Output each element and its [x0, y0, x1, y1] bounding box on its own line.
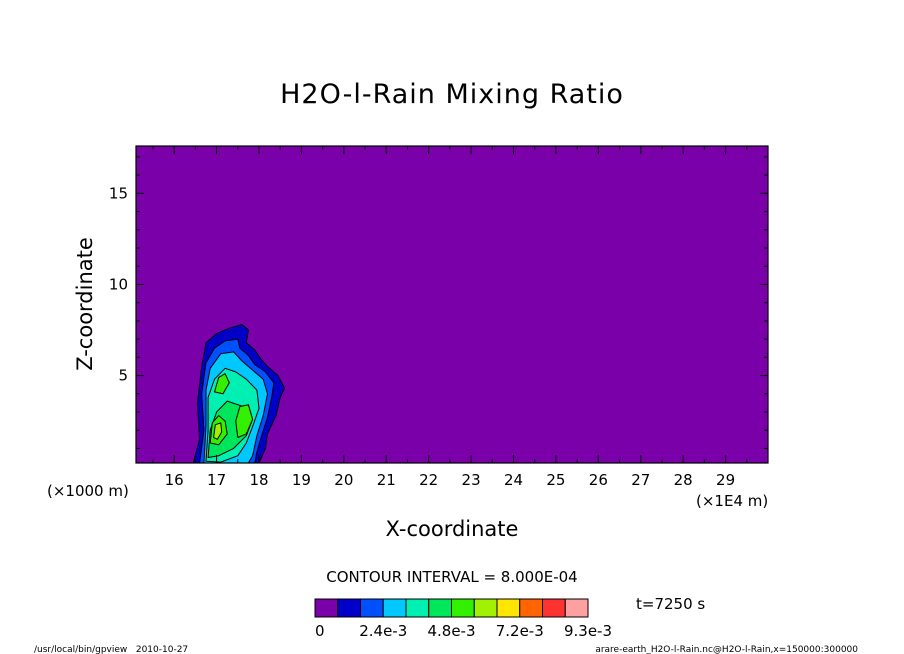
colorbar-swatch [451, 598, 475, 618]
x-tick-label: 21 [377, 471, 396, 489]
colorbar-swatch [314, 598, 339, 618]
x-tick-label: 27 [631, 471, 650, 489]
footer-right: arare-earth_H2O-l-Rain.nc@H2O-l-Rain,x=1… [595, 645, 858, 654]
plot-frame [135, 145, 769, 464]
colorbar-label: 7.2e-3 [496, 622, 544, 640]
x-tick-label: 24 [504, 471, 523, 489]
x-unit-left: (×1000 m) [47, 482, 129, 500]
x-tick-label: 22 [419, 471, 438, 489]
colorbar-swatch [382, 598, 407, 618]
x-tick-label: 17 [207, 471, 226, 489]
colorbar-labels: 0 2.4e-3 4.8e-3 7.2e-3 9.3e-3 [315, 622, 612, 640]
x-tick-label: 23 [462, 471, 481, 489]
x-tick-label: 18 [249, 471, 268, 489]
x-tick-label: 20 [334, 471, 353, 489]
colorbar-swatch [337, 598, 361, 618]
y-tick-label: 15 [109, 184, 128, 202]
x-tick-label: 16 [165, 471, 184, 489]
colorbar-swatch [542, 598, 566, 618]
y-tick-label: 10 [109, 275, 128, 293]
chart-title: H2O-l-Rain Mixing Ratio [280, 79, 624, 110]
y-tick-label: 5 [118, 367, 128, 385]
x-axis-label: X-coordinate [386, 517, 519, 541]
x-tick-label: 28 [674, 471, 693, 489]
contour-region-level-6 [235, 404, 254, 438]
contour-interval-text: CONTOUR INTERVAL = 8.000E-04 [326, 568, 577, 586]
footer-left: /usr/local/bin/gpview 2010-10-27 [34, 645, 188, 654]
colorbar-swatch [473, 598, 498, 618]
colorbar-swatch [564, 598, 589, 618]
time-stamp: t=7250 s [636, 595, 705, 613]
colorbar [314, 598, 589, 618]
axis-ticks: 16 17 18 19 20 21 22 23 24 25 26 27 28 29 5 10 15 [109, 146, 768, 489]
colorbar-swatch [519, 598, 543, 618]
x-tick-label: 25 [546, 471, 565, 489]
colorbar-label: 4.8e-3 [427, 622, 475, 640]
y-axis-label: Z-coordinate [73, 237, 97, 371]
colorbar-label: 0 [315, 622, 325, 640]
x-tick-label: 19 [292, 471, 311, 489]
x-tick-label: 26 [589, 471, 608, 489]
colorbar-swatch [360, 598, 384, 618]
contour-regions [192, 324, 285, 463]
colorbar-swatch [428, 598, 452, 618]
colorbar-label: 9.3e-3 [564, 622, 612, 640]
colorbar-swatch [405, 598, 430, 618]
x-unit-right: (×1E4 m) [696, 492, 768, 510]
x-tick-label: 29 [716, 471, 735, 489]
contour-region-level-6 [214, 373, 230, 395]
colorbar-swatch [496, 598, 521, 618]
contour-region-level-7 [213, 422, 223, 440]
colorbar-label: 2.4e-3 [359, 622, 407, 640]
plot-area: 16 17 18 19 20 21 22 23 24 25 26 27 28 29 5 10 15 [109, 145, 769, 489]
